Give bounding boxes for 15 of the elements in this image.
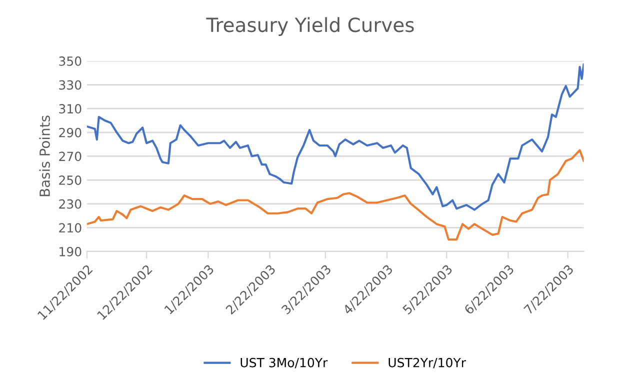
y-tick-label: 190: [60, 246, 82, 256]
y-tick-label: 270: [59, 152, 82, 162]
y-tick-label: 350: [59, 56, 82, 66]
y-tick-label: 310: [59, 104, 82, 114]
legend-label: UST2Yr/10Yr: [388, 358, 466, 368]
y-tick-label: 290: [59, 128, 82, 138]
y-axis-title: Basis Points: [39, 116, 50, 196]
y-tick-label: 230: [59, 199, 82, 209]
line-series: [86, 149, 584, 241]
y-tick-label: 330: [59, 80, 82, 90]
chart-title: Treasury Yield Curves: [206, 17, 414, 36]
y-tick-label: 210: [59, 223, 82, 233]
line-series: [86, 63, 584, 211]
y-tick-label: 250: [59, 175, 82, 185]
legend-label: UST 3Mo/10Yr: [240, 358, 328, 368]
